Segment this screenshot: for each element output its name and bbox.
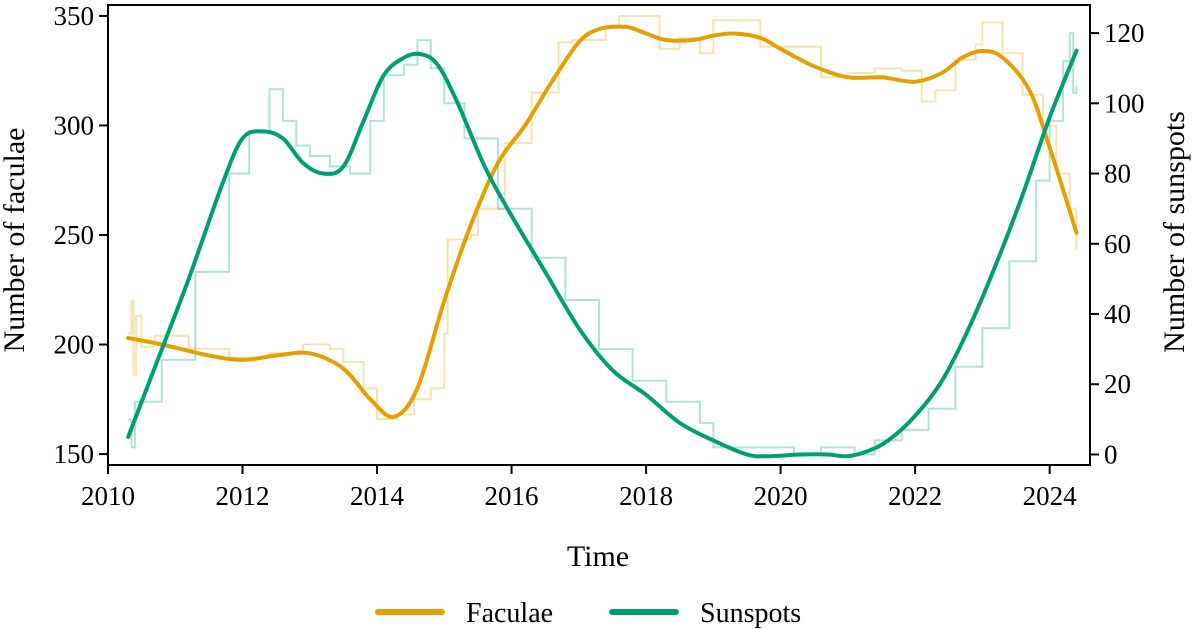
legend-label-faculae: Faculae [466, 598, 553, 629]
x-tick-label: 2020 [754, 481, 808, 511]
right-y-tick-label: 80 [1104, 159, 1131, 189]
x-tick-label: 2014 [350, 481, 405, 511]
right-y-tick-label: 0 [1104, 439, 1118, 469]
right-y-axis-label: Number of sunspots [1158, 111, 1191, 353]
x-tick-label: 2024 [1023, 481, 1078, 511]
right-y-tick-label: 60 [1104, 229, 1131, 259]
smoothed-data-layer [126, 24, 1079, 459]
left-y-tick-label: 200 [54, 330, 95, 360]
raw-data-layer [128, 15, 1078, 456]
x-tick-label: 2010 [81, 481, 135, 511]
left-y-tick-label: 350 [54, 1, 95, 31]
left-y-axis-label: Number of faculae [0, 128, 31, 353]
sunspots-smoothed-line [126, 48, 1079, 459]
axis-ticks: 2010 2012 2014 2016 2018 2020 2022 202415020025… [54, 1, 1145, 511]
x-tick-label: 2016 [485, 481, 539, 511]
x-axis-label: Time [567, 540, 629, 573]
x-tick-label: 2022 [888, 481, 942, 511]
right-y-tick-label: 40 [1104, 299, 1131, 329]
x-tick-label: 2012 [216, 481, 270, 511]
left-y-tick-label: 300 [54, 110, 95, 140]
faculae-smoothed-line [126, 24, 1079, 419]
sunspots-raw-line [128, 32, 1078, 456]
legend-label-sunspots: Sunspots [700, 598, 801, 629]
legend: Faculae Sunspots [375, 598, 801, 629]
left-y-tick-label: 250 [54, 220, 95, 250]
x-tick-label: 2018 [619, 481, 673, 511]
right-y-tick-label: 100 [1104, 88, 1145, 118]
right-y-tick-label: 120 [1104, 18, 1145, 48]
left-y-tick-label: 150 [54, 439, 95, 469]
right-y-tick-label: 20 [1104, 369, 1131, 399]
